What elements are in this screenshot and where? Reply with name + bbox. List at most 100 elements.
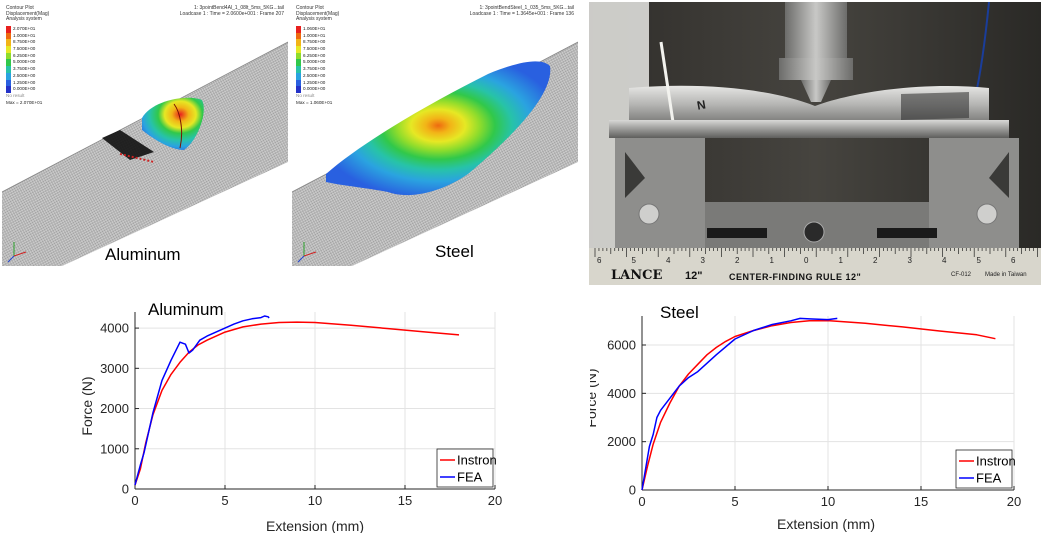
x-axis-label: Extension (mm) xyxy=(266,518,364,533)
fea-render-aluminum xyxy=(2,41,288,266)
legend-row: 1.250E+00 xyxy=(6,79,42,87)
test-fixture-photo: 6 5 4 3 2 1 0 1 2 3 4 5 6 LANCE 12" CENTER-FINDING R… xyxy=(589,2,1041,285)
fixture-illustration xyxy=(589,2,1041,285)
y-tick-label: 6000 xyxy=(607,338,636,353)
series-line-fea xyxy=(641,317,838,491)
legend-swatch xyxy=(296,39,301,47)
max-label: Max = 2.070E+01 xyxy=(6,99,43,105)
x-tick-label: 15 xyxy=(398,493,412,508)
fea-render-steel xyxy=(292,41,578,266)
ruler-number: 5 xyxy=(631,256,636,265)
displacement-contour xyxy=(142,97,204,150)
legend-label-fea: FEA xyxy=(457,470,483,485)
legend-swatch xyxy=(296,46,301,53)
ruler-number: 2 xyxy=(873,256,878,265)
header-line: Analysis system xyxy=(296,16,332,22)
legend-value: 7.500E+00 xyxy=(303,46,326,52)
y-tick-label: 4000 xyxy=(100,321,129,336)
ruler-number: 4 xyxy=(942,256,947,265)
ruler-size: 12" xyxy=(685,270,703,282)
fea-caption-steel: Steel xyxy=(435,242,474,261)
legend-value: 0.000E+00 xyxy=(303,86,326,92)
fea-caption-aluminum: Aluminum xyxy=(105,245,181,264)
ruler-number: 1 xyxy=(838,256,843,265)
legend-row: 5.000E+00 xyxy=(296,59,332,67)
y-tick-label: 0 xyxy=(629,483,636,498)
legend-swatch xyxy=(6,26,11,33)
contour-header-left: Contour Plot Displacement(Mag) Analysis … xyxy=(296,5,340,23)
force-extension-chart-steel: Steel 0 2000 4000 6000 0 5 10 15 20 Extension (… xyxy=(590,303,1021,532)
legend-swatch xyxy=(6,66,11,73)
series-line-instron xyxy=(641,319,996,491)
x-tick-label: 10 xyxy=(821,494,835,509)
legend-row: 0.000E+00 xyxy=(6,86,42,93)
legend-swatch xyxy=(6,46,11,53)
ruler-number: 3 xyxy=(700,256,705,265)
legend-label-instron: Instron xyxy=(976,454,1016,469)
loading-nose xyxy=(801,80,831,102)
header-line: Contour Plot xyxy=(6,5,34,11)
legend-box xyxy=(436,448,494,488)
y-tick-label: 0 xyxy=(122,482,129,497)
x-tick-label: 15 xyxy=(914,494,928,509)
legend-value: 1.250E+00 xyxy=(13,79,36,85)
header-line: 1: 3pointBend4Al_1_08lt_5ms_5KG...tail xyxy=(193,5,284,11)
ruler-brand: LANCE xyxy=(611,268,663,283)
legend-row: 1.250E+00 xyxy=(296,79,332,87)
no-result-label: No result xyxy=(296,92,315,98)
legend-value: 1.000E+01 xyxy=(303,32,326,38)
legend-row: 2.500E+00 xyxy=(296,72,332,80)
legend-row: 1.060E+01 xyxy=(296,26,332,33)
chart-title: Steel xyxy=(660,303,699,322)
chart-legend: Instron FEA xyxy=(955,449,1016,489)
x-tick-label: 5 xyxy=(221,493,228,508)
legend-swatch xyxy=(6,39,11,47)
ruler-number-row: 6 5 4 3 2 1 0 1 2 3 4 5 6 xyxy=(589,256,1041,266)
header-line: 1: 3pointBendSteel_1_035_5ms_5KG...tail xyxy=(479,5,574,11)
legend-value: 3.750E+00 xyxy=(303,66,326,72)
fixture-top-rail xyxy=(609,120,1009,138)
header-line: Loadcase 1 : Time = 1.3645e+001 : Frame … xyxy=(469,10,574,17)
chart-aluminum: Aluminum 0 1000 2000 3000 4000 0 5 10 15 20 Exte… xyxy=(78,296,518,533)
axis-triad-icon xyxy=(7,242,27,263)
legend-value: 2.070E+01 xyxy=(13,26,36,31)
y-tick-label: 2000 xyxy=(100,401,129,416)
legend-row: 1.000E+01 xyxy=(296,32,332,40)
legend-swatch xyxy=(6,86,11,93)
ruler-number: 6 xyxy=(1011,256,1016,265)
series-line-instron xyxy=(134,321,460,486)
legend-swatch xyxy=(6,32,11,40)
legend-value: 1.060E+01 xyxy=(303,26,326,31)
contour-legend: 1.060E+01 1.000E+01 8.750E+00 7.500E+00 6.25… xyxy=(296,26,332,106)
legend-row: 1.000E+01 xyxy=(6,32,42,40)
loading-ram xyxy=(785,2,847,60)
header-line: Loadcase 1 : Time = 2.0600e+001 : Frame … xyxy=(179,10,284,17)
header-line: Displacement(Mag) xyxy=(296,10,340,17)
legend-value: 2.500E+00 xyxy=(13,72,36,78)
legend-swatch xyxy=(6,72,11,80)
legend-value: 6.250E+00 xyxy=(13,52,36,58)
x-tick-label: 10 xyxy=(308,493,322,508)
legend-value: 5.000E+00 xyxy=(13,59,36,65)
contour-header-right: 1: 3pointBendSteel_1_035_5ms_5KG...tail … xyxy=(469,5,574,17)
axis-triad-icon xyxy=(297,242,317,263)
header-line: Displacement(Mag) xyxy=(6,10,50,17)
contour-header-left: Contour Plot Displacement(Mag) Analysis … xyxy=(6,5,50,23)
y-axis-label: Force (N) xyxy=(590,368,599,427)
legend-row: 0.000E+00 xyxy=(296,86,332,93)
legend-value: 8.750E+00 xyxy=(303,39,326,45)
legend-value: 7.500E+00 xyxy=(13,46,36,52)
displacement-contour xyxy=(326,61,551,196)
legend-value: 8.750E+00 xyxy=(13,39,36,45)
legend-box xyxy=(955,449,1013,489)
y-tick-label: 3000 xyxy=(100,361,129,376)
legend-row: 7.500E+00 xyxy=(296,46,332,53)
chart-steel: Steel 0 2000 4000 6000 0 5 10 15 20 Extension (… xyxy=(590,296,1030,533)
x-tick-label: 0 xyxy=(131,493,138,508)
contour-legend: 2.070E+01 1.000E+01 8.750E+00 7.500E+00 6.25… xyxy=(6,26,42,106)
x-axis-label: Extension (mm) xyxy=(777,516,875,532)
x-tick-label: 5 xyxy=(731,494,738,509)
x-tick-label: 20 xyxy=(488,493,502,508)
y-tick-label: 1000 xyxy=(100,441,129,456)
legend-value: 0.000E+00 xyxy=(13,86,36,92)
